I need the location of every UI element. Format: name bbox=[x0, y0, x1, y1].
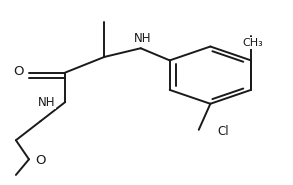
Text: O: O bbox=[35, 154, 46, 167]
Text: NH: NH bbox=[133, 32, 151, 45]
Text: Cl: Cl bbox=[218, 125, 229, 138]
Text: CH₃: CH₃ bbox=[242, 38, 263, 48]
Text: O: O bbox=[13, 65, 24, 78]
Text: NH: NH bbox=[38, 95, 55, 109]
